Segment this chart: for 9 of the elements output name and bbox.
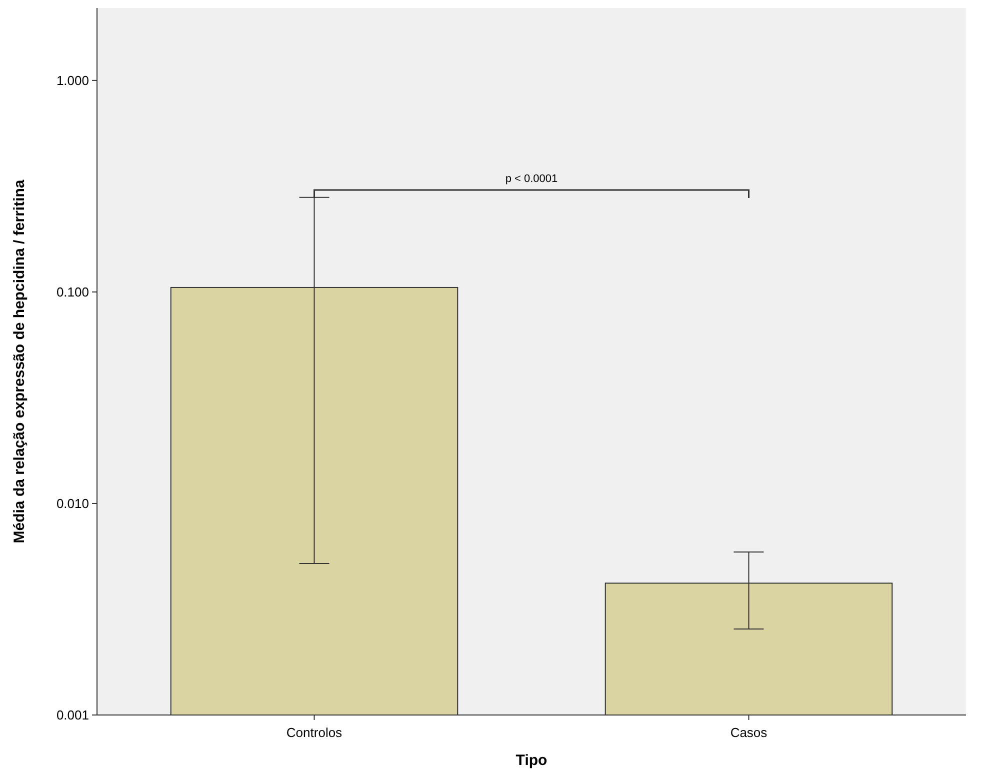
y-axis-title: Média da relação expressão de hepcidina / ferritina <box>11 179 28 544</box>
x-axis-title: Tipo <box>516 752 548 769</box>
annotation: p < 0.0001 <box>505 173 558 185</box>
y-tick-label: 0.001 <box>56 708 89 723</box>
y-tick-label: 0.010 <box>56 496 89 512</box>
x-tick-label: Controlos <box>286 725 343 740</box>
x-tick-label: Casos <box>730 725 768 740</box>
y-tick-label: 1.000 <box>56 72 89 88</box>
y-tick-label: 0.100 <box>56 284 89 300</box>
